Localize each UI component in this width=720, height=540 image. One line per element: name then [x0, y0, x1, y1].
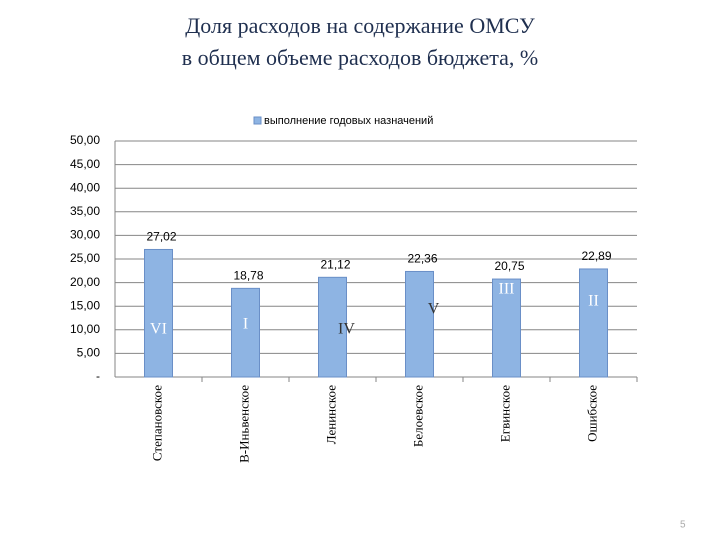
- x-tick-label: В-Иньвенское: [236, 385, 251, 463]
- value-label: 18,78: [233, 269, 263, 283]
- y-tick-label: 20,00: [70, 275, 100, 289]
- bar: [318, 276, 347, 378]
- x-tick-label: Ошибское: [584, 385, 599, 442]
- legend-label: выполнение годовых назначений: [264, 115, 433, 127]
- bar: [579, 268, 608, 378]
- x-tick-label: Ленинское: [323, 385, 338, 444]
- y-tick-label: 15,00: [70, 298, 100, 312]
- y-tick-label: 40,00: [70, 180, 100, 194]
- x-tick-label: Степановское: [149, 385, 164, 461]
- x-tick-label: Белоевское: [410, 385, 425, 447]
- title-line: Доля расходов на содержание ОМСУ: [185, 13, 535, 38]
- y-tick-label: 30,00: [70, 228, 100, 242]
- bar: [492, 278, 521, 378]
- y-tick-label: 35,00: [70, 204, 100, 218]
- rank-label: III: [499, 281, 515, 298]
- y-tick-label: 45,00: [70, 157, 100, 171]
- value-label: 22,89: [581, 249, 611, 263]
- value-label: 27,02: [146, 230, 176, 244]
- rank-label: II: [588, 293, 599, 310]
- y-tick-label: 25,00: [70, 251, 100, 265]
- legend-swatch: [253, 116, 262, 125]
- y-tick-label: 10,00: [70, 322, 100, 336]
- bar: [144, 248, 173, 378]
- y-tick-label: 5,00: [77, 346, 101, 360]
- bar: [405, 270, 434, 378]
- x-tick-label: Егвинское: [497, 385, 512, 442]
- y-tick-label: -: [96, 369, 100, 383]
- y-tick-label: 50,00: [70, 133, 100, 147]
- value-label: 20,75: [494, 259, 524, 273]
- rank-label: IV: [338, 321, 355, 338]
- value-label: 22,36: [407, 252, 437, 266]
- page-number: 5: [680, 520, 686, 531]
- rank-label: V: [428, 301, 440, 318]
- rank-label: VI: [150, 321, 167, 338]
- bar: [231, 287, 260, 378]
- rank-label: I: [243, 316, 248, 333]
- title-line: в общем объеме расходов бюджета, %: [182, 45, 538, 70]
- value-label: 21,12: [320, 257, 350, 271]
